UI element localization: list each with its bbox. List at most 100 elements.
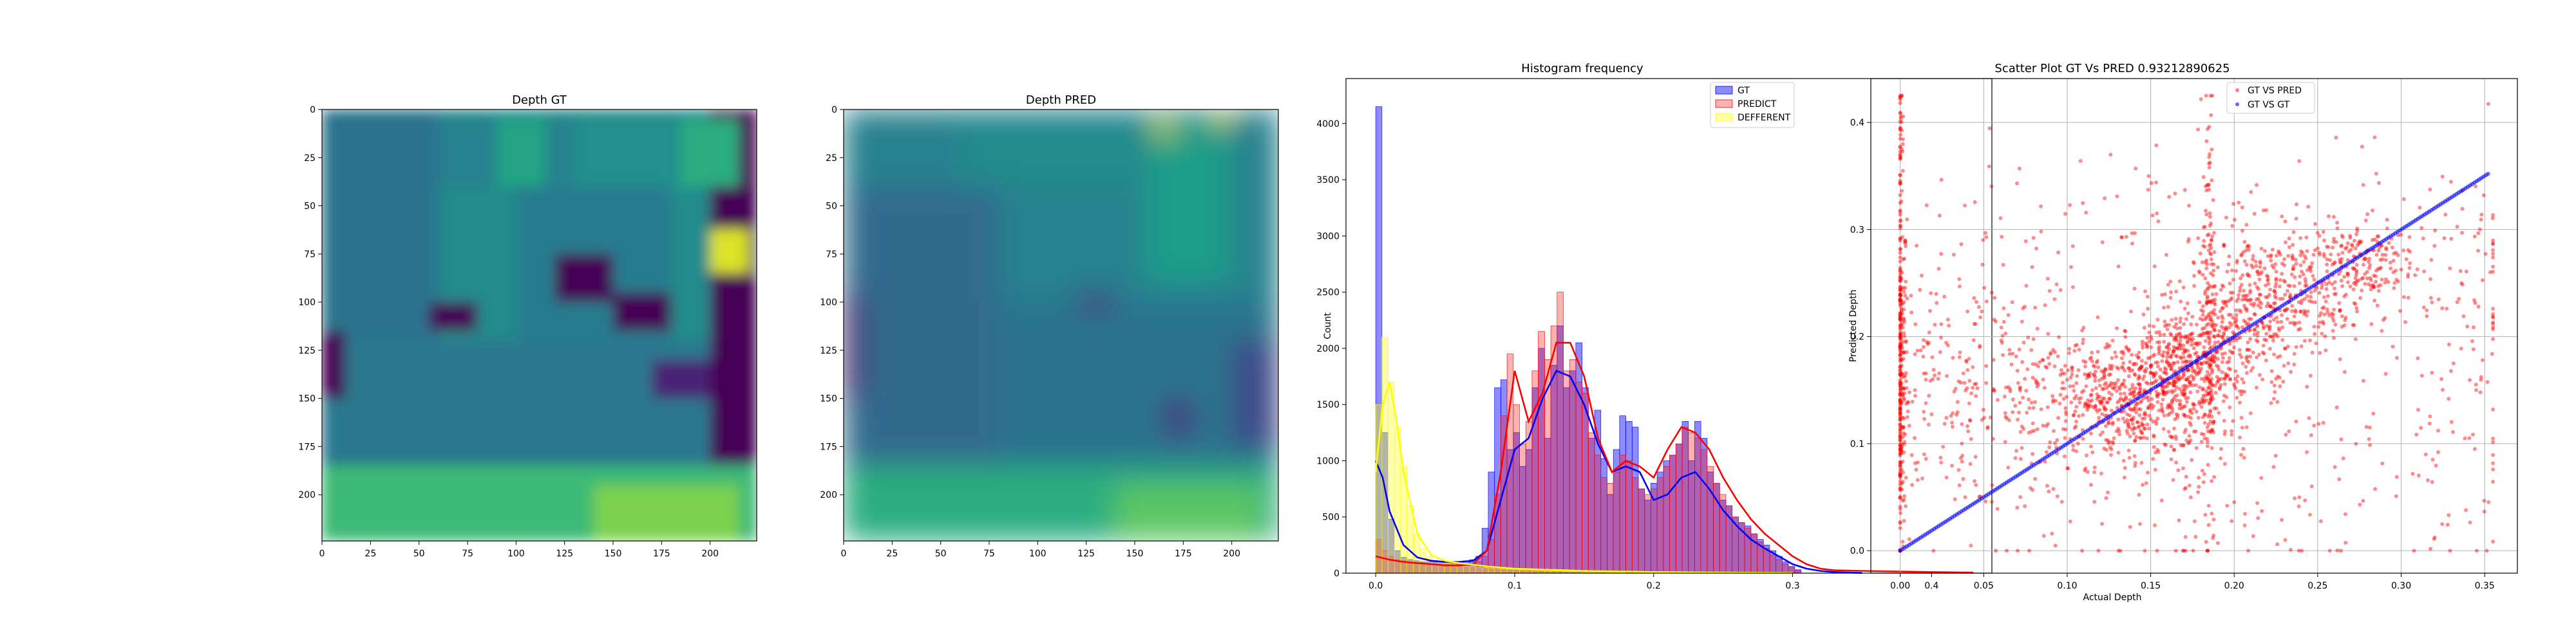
scatter-point <box>2245 359 2249 363</box>
scatter-point <box>2133 373 2137 377</box>
scatter-point <box>1898 120 1902 124</box>
scatter-point <box>2240 361 2245 366</box>
scatter-point <box>2096 365 2101 370</box>
scatter-point <box>2429 547 2432 551</box>
scatter-point <box>2440 522 2445 526</box>
scatter-point <box>2201 480 2206 484</box>
scatter-point <box>2245 354 2249 359</box>
scatter-point <box>2464 508 2468 513</box>
scatter-point <box>2093 404 2098 408</box>
scatter-point <box>2178 402 2183 407</box>
scatter-point <box>2174 317 2178 321</box>
scatter-point <box>2061 397 2066 401</box>
scatter-point <box>2268 287 2273 292</box>
scatter-point <box>2220 283 2224 287</box>
scatter-point <box>1898 126 1902 130</box>
scatter-point <box>2166 381 2170 386</box>
scatter-point <box>2169 366 2174 371</box>
x-tick-label: 175 <box>653 549 670 559</box>
scatter-point <box>1898 448 1902 452</box>
scatter-point <box>1899 357 1904 362</box>
scatter-point <box>1898 359 1902 363</box>
scatter-point <box>2011 410 2015 414</box>
scatter-point <box>2185 340 2190 345</box>
scatter-point <box>2220 352 2224 356</box>
scatter-point <box>2179 334 2184 339</box>
scatter-point <box>2237 293 2240 298</box>
scatter-point <box>2094 407 2098 412</box>
scatter-point <box>2307 265 2311 269</box>
heatmap-title: Depth GT <box>512 93 567 107</box>
scatter-point <box>1898 407 1902 412</box>
scatter-point <box>2116 378 2120 383</box>
scatter-point <box>2365 270 2369 274</box>
scatter-point <box>2291 243 2295 247</box>
scatter-point <box>2187 204 2191 208</box>
scatter-point <box>2172 383 2176 388</box>
scatter-point <box>2353 276 2358 280</box>
scatter-point <box>2097 378 2101 383</box>
scatter-point <box>2191 337 2195 341</box>
scatter-point <box>2274 269 2278 274</box>
scatter-point <box>1931 368 1936 372</box>
scatter-point <box>2370 238 2374 242</box>
scatter-point <box>2380 278 2384 282</box>
scatter-point <box>2208 330 2213 334</box>
scatter-point <box>2163 324 2167 328</box>
scatter-point <box>2174 434 2178 439</box>
scatter-point <box>2273 301 2277 305</box>
scatter-point <box>2208 385 2211 390</box>
panel-scatter: Scatter Plot GT Vs PRED 0.93212890625 Ac… <box>1848 62 2518 603</box>
scatter-point <box>2204 374 2209 378</box>
scatter-point <box>1900 270 1904 275</box>
histogram-bar <box>1688 432 1695 574</box>
scatter-point <box>1935 301 1939 305</box>
scatter-point <box>1898 451 1902 456</box>
scatter-point <box>2476 305 2481 308</box>
scatter-point <box>1898 295 1902 299</box>
scatter-point <box>2165 345 2170 350</box>
scatter-point <box>2044 424 2049 428</box>
scatter-point <box>2165 327 2170 332</box>
scatter-point <box>2160 353 2164 357</box>
scatter-point <box>2290 253 2295 258</box>
scatter-point <box>2297 504 2301 509</box>
scatter-point <box>2376 249 2381 253</box>
scatter-point <box>2352 301 2356 305</box>
histogram-bar <box>1488 567 1495 574</box>
scatter-point <box>2088 404 2093 408</box>
scatter-point <box>2332 261 2336 265</box>
scatter-point <box>2236 336 2240 341</box>
scatter-point <box>2066 466 2070 471</box>
scatter-point <box>2282 263 2287 267</box>
histogram-bar <box>1700 449 1708 574</box>
scatter-point <box>2122 378 2126 383</box>
scatter-point <box>2490 216 2495 220</box>
scatter-point <box>2063 371 2067 375</box>
scatter-point <box>2199 366 2203 371</box>
scatter-point <box>2254 298 2259 301</box>
scatter-point <box>2112 386 2116 391</box>
x-tick-label: 0.35 <box>2475 581 2495 591</box>
scatter-point <box>2207 125 2211 129</box>
scatter-point <box>2227 359 2231 364</box>
scatter-point <box>2096 350 2100 354</box>
scatter-point <box>2184 400 2189 404</box>
scatter-point <box>2304 314 2309 317</box>
scatter-point <box>2255 339 2260 344</box>
histogram-bars <box>1375 106 1801 574</box>
scatter-point <box>2491 321 2496 326</box>
scatter-point <box>2100 522 2104 526</box>
scatter-point <box>1899 448 1903 453</box>
scatter-point <box>2130 417 2135 422</box>
scatter-point <box>2152 404 2155 408</box>
scatter-point <box>1992 388 1996 393</box>
scatter-point <box>1903 241 1908 245</box>
scatter-point <box>2081 201 2085 205</box>
scatter-point <box>1898 344 1902 348</box>
scatter-point <box>2338 308 2342 312</box>
scatter-point <box>2110 338 2115 343</box>
scatter-point <box>2222 382 2227 386</box>
scatter-point <box>2166 403 2170 407</box>
scatter-point <box>1907 424 1911 428</box>
